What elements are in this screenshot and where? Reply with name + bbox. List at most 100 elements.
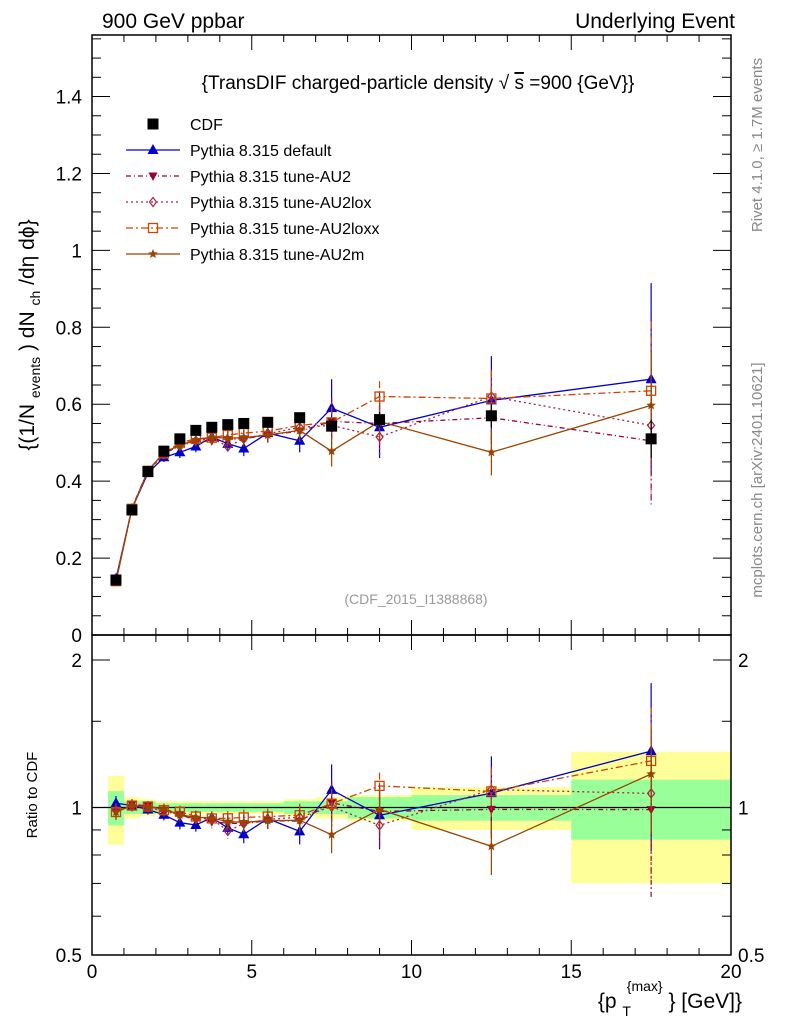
header-left: 900 GeV ppbar bbox=[102, 10, 244, 33]
legend-entry-au2: Pythia 8.315 tune-AU2 bbox=[126, 169, 351, 186]
data-point bbox=[374, 391, 385, 402]
data-point bbox=[646, 400, 656, 410]
legend-entry-au2loxx: Pythia 8.315 tune-AU2loxx bbox=[126, 221, 379, 238]
ratio-point bbox=[223, 816, 233, 826]
y-tick-label: 0.6 bbox=[56, 395, 82, 416]
chart-title: {TransDIF charged-particle density √ s =… bbox=[202, 73, 635, 94]
data-point bbox=[223, 433, 233, 443]
y-tick-label: 0.4 bbox=[56, 472, 83, 493]
ratio-point bbox=[111, 807, 121, 817]
chart-title-energy: =900 {GeV}} bbox=[529, 73, 634, 94]
ratio-tick-label-right: 1 bbox=[738, 799, 749, 820]
legend-label: Pythia 8.315 tune-AU2lox bbox=[190, 195, 371, 212]
y-tick-label: 0.8 bbox=[56, 318, 82, 339]
data-point bbox=[191, 434, 201, 444]
data-point bbox=[239, 432, 249, 442]
ratio-point bbox=[486, 841, 497, 851]
data-point bbox=[326, 420, 338, 432]
main-series bbox=[110, 283, 657, 587]
legend-label: CDF bbox=[190, 117, 223, 134]
legend-entry-au2m: Pythia 8.315 tune-AU2m bbox=[126, 247, 364, 264]
series-line bbox=[115, 378, 652, 579]
data-point bbox=[487, 391, 496, 403]
legend-entry-au2lox: Pythia 8.315 tune-AU2lox bbox=[126, 195, 371, 212]
ratio-point bbox=[375, 819, 384, 831]
ratio-point bbox=[191, 812, 201, 822]
ratio-axis-title: Ratio to CDF bbox=[24, 752, 41, 839]
data-point bbox=[486, 393, 497, 404]
data-point bbox=[294, 425, 305, 435]
ratio-tick-label-right: 0.5 bbox=[738, 946, 764, 967]
data-point bbox=[375, 431, 384, 443]
ratio-tick-label: 0.5 bbox=[56, 946, 82, 967]
ratio-point bbox=[127, 800, 137, 810]
data-point bbox=[126, 504, 138, 516]
series-au2m bbox=[111, 351, 656, 586]
ratio-point bbox=[374, 804, 385, 814]
ratio-series-au2m bbox=[111, 729, 656, 876]
data-point bbox=[158, 445, 170, 457]
ratio-point bbox=[175, 809, 185, 819]
ratio-point bbox=[238, 828, 250, 839]
series-au2 bbox=[111, 375, 656, 587]
y-tick-label: 1 bbox=[71, 241, 82, 262]
watermark: (CDF_2015_I1388868) bbox=[344, 591, 487, 607]
data-point bbox=[238, 417, 250, 429]
series-data bbox=[110, 404, 657, 586]
legend-marker bbox=[147, 222, 159, 234]
legend-entry-default: Pythia 8.315 default bbox=[126, 143, 332, 160]
legend-label: Pythia 8.315 default bbox=[190, 143, 332, 160]
x-tick-label: 10 bbox=[401, 962, 422, 983]
data-point bbox=[223, 441, 233, 453]
legend-label: Pythia 8.315 tune-AU2loxx bbox=[190, 221, 379, 238]
legend-label: Pythia 8.315 tune-AU2m bbox=[190, 247, 364, 264]
data-point bbox=[485, 410, 497, 422]
ratio-point bbox=[327, 801, 336, 813]
ratio-point bbox=[486, 786, 497, 797]
legend-marker bbox=[148, 249, 158, 258]
chart-title-s: s bbox=[514, 73, 524, 94]
chart-title-sqrt: √ bbox=[499, 73, 510, 94]
y-tick-label: 0.2 bbox=[56, 549, 82, 570]
ratio-point bbox=[143, 801, 153, 811]
data-point bbox=[174, 446, 186, 457]
series-au2lox bbox=[111, 348, 656, 587]
x-axis-title: {p T {max} } [GeV]} bbox=[598, 973, 742, 1021]
y-tick-label: 0 bbox=[71, 626, 82, 647]
y-axis-title: {(1/N events ) dN ch /dη dϕ} bbox=[16, 219, 45, 450]
header-right: Underlying Event bbox=[575, 10, 735, 33]
data-point bbox=[645, 433, 657, 445]
data-point bbox=[262, 416, 274, 428]
data-point bbox=[326, 446, 337, 456]
series-au2loxx bbox=[110, 321, 657, 587]
data-point bbox=[294, 412, 306, 424]
data-point bbox=[206, 421, 218, 433]
legend-marker bbox=[148, 196, 158, 208]
legend-entry-data: CDF bbox=[147, 117, 223, 134]
x-tick-label: 20 bbox=[720, 962, 741, 983]
x-tick-label: 5 bbox=[246, 962, 257, 983]
axis-ticks: 0 5 10 15 20 0 0.2 0.4 0.6 0.8 1 1.2 1.4 0.5 0.5 1 1 2 2 bbox=[56, 35, 764, 983]
y-tick-label: 1.2 bbox=[56, 164, 82, 185]
data-point bbox=[190, 424, 202, 436]
ratio-point bbox=[223, 825, 233, 837]
data-point bbox=[374, 414, 386, 426]
data-point bbox=[207, 432, 217, 442]
ratio-point bbox=[326, 829, 337, 839]
ratio-point bbox=[159, 803, 169, 813]
y-tick-label: 1.4 bbox=[56, 88, 83, 109]
data-point bbox=[175, 440, 185, 450]
data-point bbox=[263, 430, 273, 439]
x-tick-label: 0 bbox=[87, 962, 98, 983]
legend: CDF Pythia 8.315 default Pythia 8.315 tune… bbox=[126, 117, 379, 264]
legend-label: Pythia 8.315 tune-AU2 bbox=[190, 169, 351, 186]
ratio-tick-label-right: 2 bbox=[738, 651, 749, 672]
main-frame bbox=[91, 34, 732, 636]
data-point bbox=[486, 447, 497, 457]
ratio-point bbox=[239, 817, 249, 827]
ratio-point bbox=[174, 816, 186, 827]
ratio-point bbox=[646, 769, 656, 779]
data-point bbox=[142, 466, 154, 478]
data-point bbox=[174, 433, 186, 445]
